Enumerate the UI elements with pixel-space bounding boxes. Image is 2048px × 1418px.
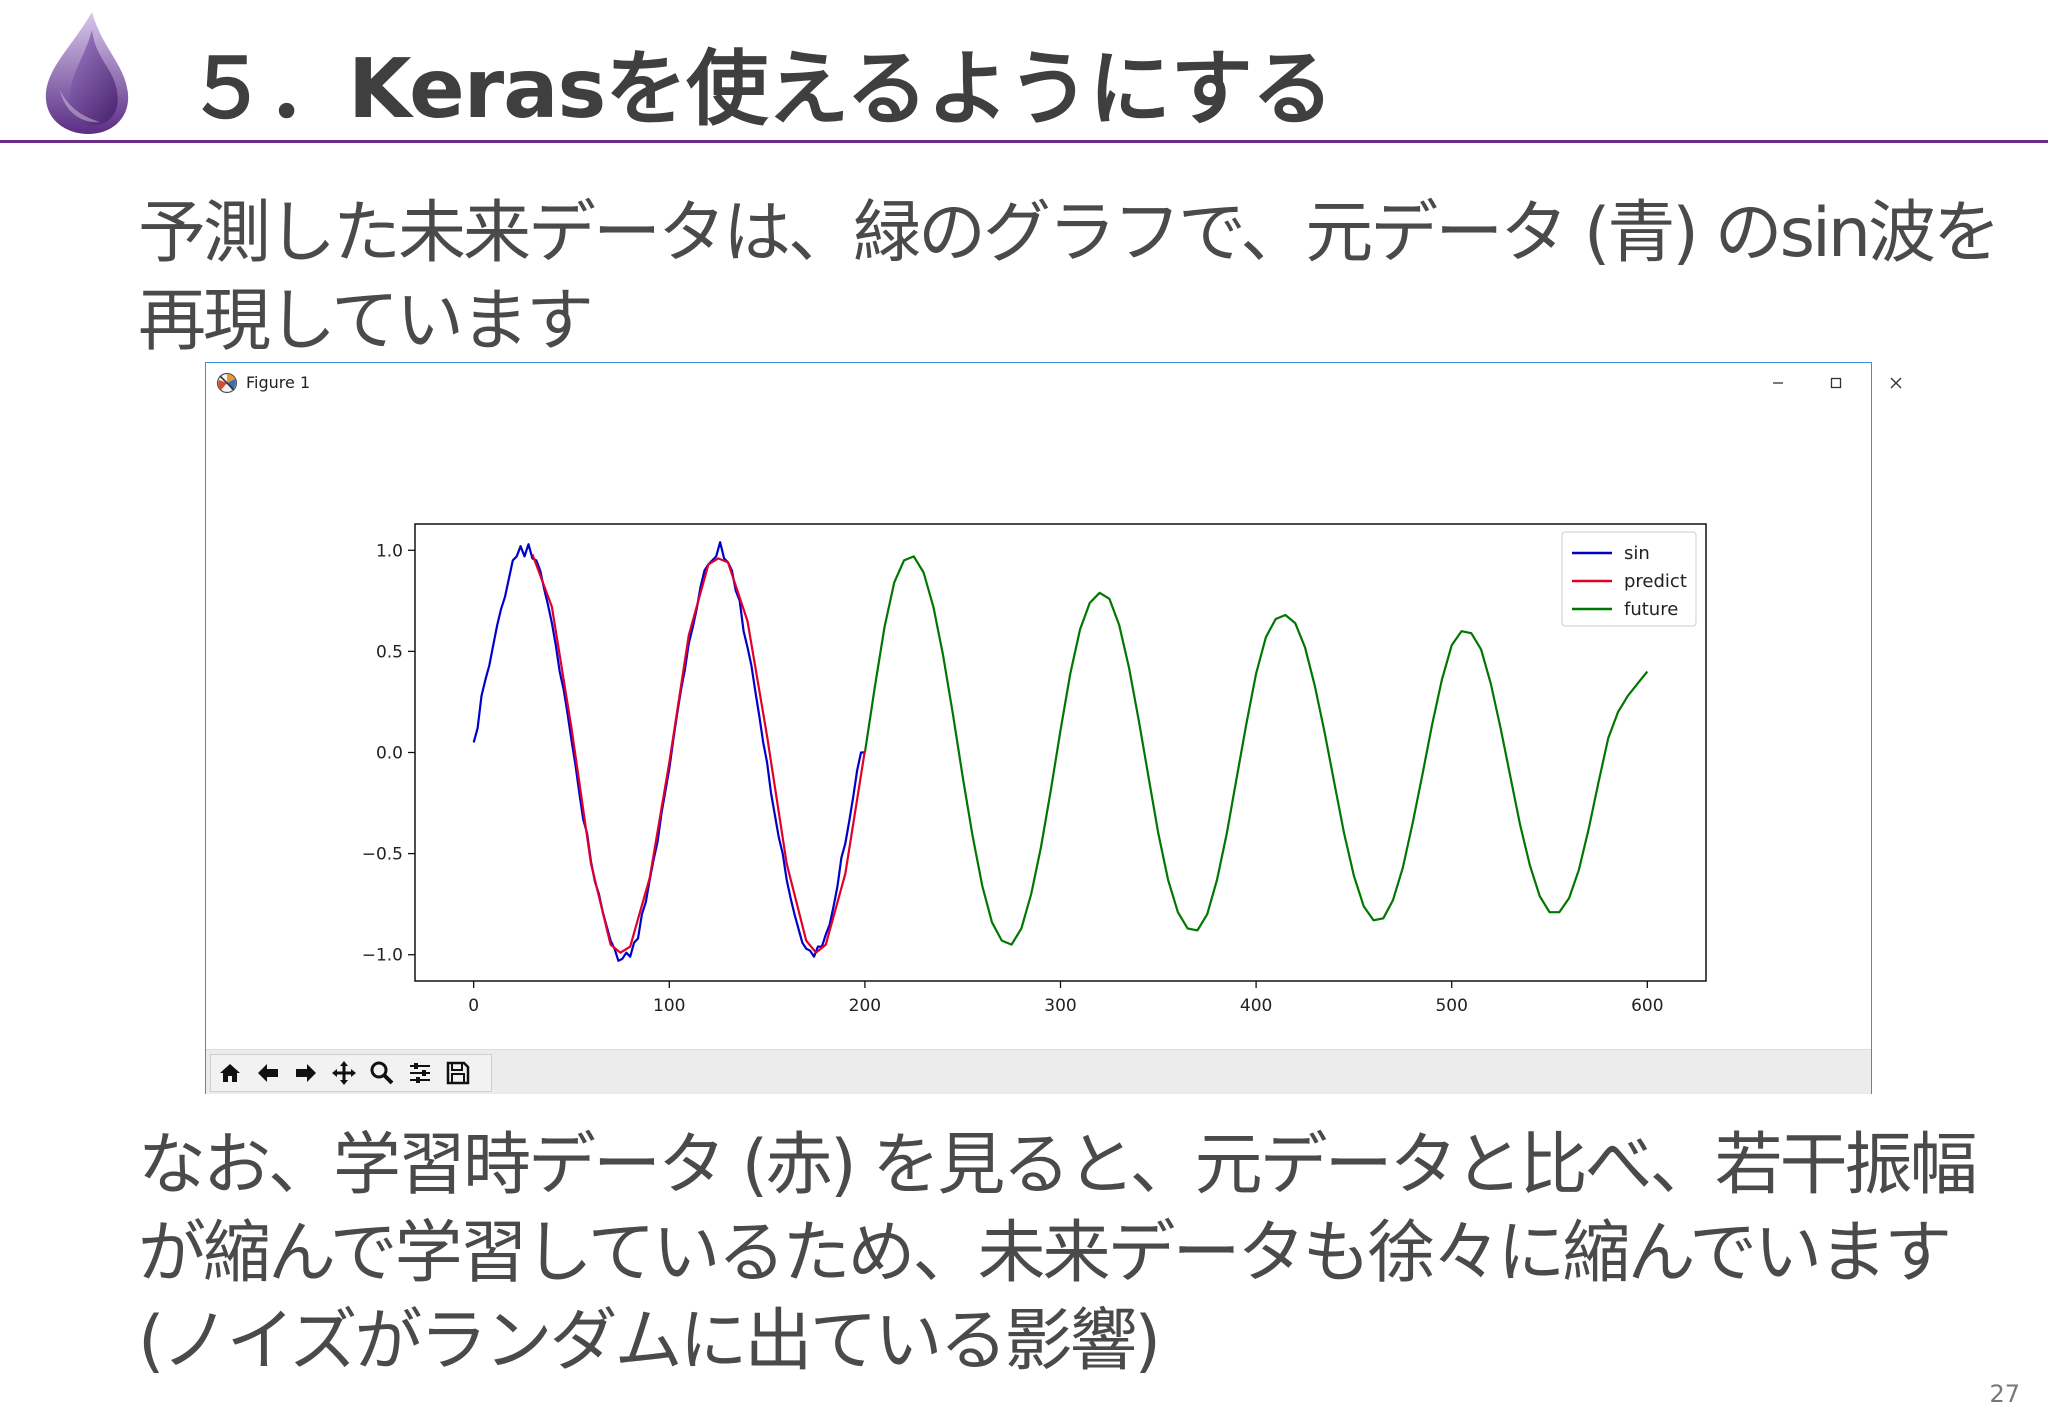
save-button[interactable]: [439, 1055, 477, 1091]
back-arrow-icon: [258, 1064, 278, 1082]
maximize-icon: [1830, 377, 1842, 389]
intro-line-2: 再現しています: [138, 282, 594, 361]
y-tick-label: 1.0: [376, 541, 403, 561]
note-line-1: なお、学習時データ (赤) を見ると、元データと比べ、若干振幅: [138, 1126, 1978, 1205]
x-tick-label: 100: [653, 996, 685, 1013]
elixir-drop-logo: [45, 12, 129, 134]
intro-paragraph: 予測した未来データは、緑のグラフで、元データ (青) のsin波を 再現していま…: [138, 190, 2001, 366]
zoom-button[interactable]: [363, 1055, 401, 1091]
x-tick-label: 400: [1240, 996, 1272, 1013]
close-button[interactable]: [1876, 367, 1916, 399]
note-line-3: (ノイズがランダムに出ている影響): [138, 1302, 1161, 1381]
x-tick-label: 300: [1044, 996, 1076, 1013]
title-divider: [0, 140, 2048, 143]
forward-button[interactable]: [287, 1055, 325, 1091]
x-tick-label: 600: [1631, 996, 1663, 1013]
figure-canvas[interactable]: 0 100 200 300 400 500 600 −1.0 −0.5 0.0 0.5 1.0 sin…: [206, 403, 1871, 1013]
y-tick-label: 0.0: [376, 744, 403, 764]
figure-window[interactable]: Figure 1 0 100 200 300 400 500 600 −1.0 −0.5 0.0 0…: [205, 362, 1902, 1094]
zoom-icon: [370, 1061, 394, 1085]
x-tick-label: 200: [849, 996, 881, 1013]
close-icon: [1890, 377, 1902, 389]
note-paragraph: なお、学習時データ (赤) を見ると、元データと比べ、若干振幅 が縮んで学習して…: [138, 1122, 1978, 1386]
slide-title: ５．Kerasを使えるようにする: [186, 42, 1334, 137]
subplots-button[interactable]: [401, 1055, 439, 1091]
pan-button[interactable]: [325, 1055, 363, 1091]
note-line-2: が縮んで学習しているため、未来データも徐々に縮んでいます: [138, 1214, 1952, 1293]
series-line-predict: [531, 553, 866, 954]
plot-axes: [414, 523, 1707, 982]
y-tick-label: 0.5: [376, 642, 403, 662]
minimize-button[interactable]: [1758, 367, 1798, 399]
forward-arrow-icon: [296, 1064, 316, 1082]
subplots-icon: [410, 1063, 430, 1083]
x-tick-label: 0: [468, 996, 479, 1013]
legend-label-sin: sin: [1624, 543, 1650, 564]
navigation-toolbar: [206, 1049, 1871, 1094]
series-line-future: [863, 555, 1649, 946]
save-icon: [446, 1061, 470, 1085]
back-button[interactable]: [249, 1055, 287, 1091]
y-tick-label: −0.5: [362, 845, 403, 865]
window-titlebar[interactable]: Figure 1: [206, 363, 1902, 403]
intro-line-1: 予測した未来データは、緑のグラフで、元データ (青) のsin波を: [138, 194, 2001, 273]
legend-label-predict: predict: [1624, 571, 1687, 592]
x-tick-label: 500: [1435, 996, 1467, 1013]
page-number: 27: [1989, 1380, 2020, 1408]
window-title: Figure 1: [246, 373, 311, 392]
y-tick-label: −1.0: [362, 946, 403, 966]
maximize-button[interactable]: [1816, 367, 1856, 399]
legend: sin predict future: [1561, 531, 1697, 627]
minimize-icon: [1773, 382, 1783, 384]
home-icon: [220, 1064, 240, 1082]
legend-label-future: future: [1624, 599, 1678, 620]
matplotlib-app-icon: [216, 372, 238, 394]
home-button[interactable]: [211, 1055, 249, 1091]
pan-icon: [332, 1061, 356, 1085]
